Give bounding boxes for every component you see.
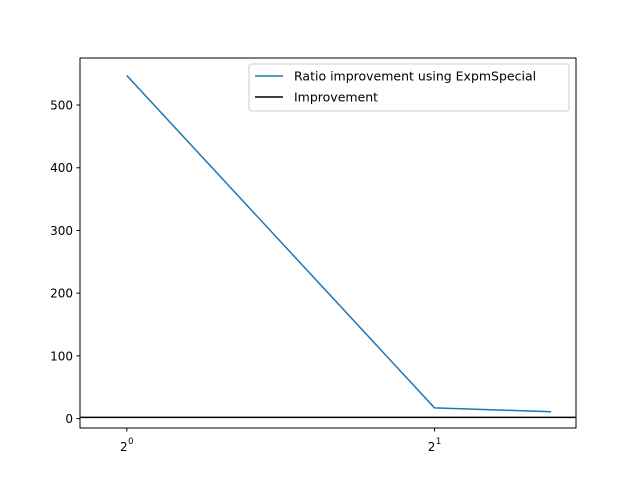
y-tick-label: 400: [50, 161, 73, 175]
y-tick-label: 500: [50, 99, 73, 113]
y-tick-label: 0: [65, 412, 73, 426]
legend-label: Ratio improvement using ExpmSpecial: [294, 69, 536, 84]
y-tick-label: 100: [50, 349, 73, 363]
x-tick-exponent: 1: [436, 437, 441, 447]
x-tick-label: 2: [120, 440, 128, 454]
legend: Ratio improvement using ExpmSpecial Impro…: [248, 63, 570, 112]
y-axis: 0 100 200 300 400 500: [50, 99, 80, 426]
axes-frame: [79, 57, 577, 429]
legend-label: Improvement: [294, 90, 378, 105]
y-tick-label: 300: [50, 224, 73, 238]
x-tick-exponent: 0: [128, 437, 133, 447]
legend-box: [248, 63, 570, 112]
y-tick-label: 200: [50, 287, 73, 301]
x-tick-label: 2: [428, 440, 436, 454]
plot-area: [80, 75, 576, 419]
